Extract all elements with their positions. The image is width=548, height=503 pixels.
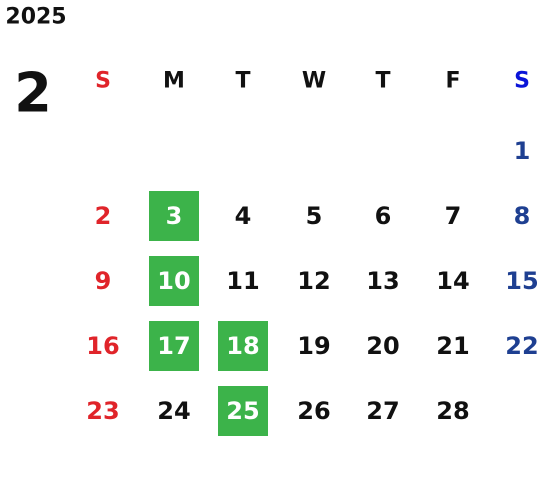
day-number: 10	[157, 267, 191, 295]
day-number: 13	[366, 267, 400, 295]
weekday-label: F	[445, 68, 461, 94]
day-number: 26	[297, 397, 331, 425]
weekday-label: T	[235, 68, 251, 94]
day-number: 24	[157, 397, 191, 425]
day-number: 25	[226, 397, 260, 425]
year: 2025	[5, 4, 67, 30]
day-number: 6	[374, 202, 392, 230]
day-number: 8	[513, 202, 531, 230]
day-number: 19	[297, 332, 331, 360]
day-number: 3	[165, 202, 183, 230]
day-number: 23	[86, 397, 120, 425]
day-number: 17	[157, 332, 191, 360]
day-number: 18	[226, 332, 260, 360]
day-highlight	[149, 321, 199, 371]
day-number: 22	[505, 332, 539, 360]
month: 2	[14, 61, 52, 125]
day-number: 7	[444, 202, 462, 230]
day-highlight	[149, 256, 199, 306]
weekday-label: S	[514, 68, 530, 94]
day-highlight	[149, 191, 199, 241]
day-number: 21	[436, 332, 470, 360]
day-number: 12	[297, 267, 331, 295]
weekday-label: S	[95, 68, 111, 94]
day-highlight	[218, 386, 268, 436]
weekday-label: T	[375, 68, 391, 94]
day-number: 9	[94, 267, 112, 295]
day-number: 20	[366, 332, 400, 360]
day-highlight	[218, 321, 268, 371]
day-number: 4	[234, 202, 252, 230]
weekday-label: M	[163, 68, 185, 94]
day-number: 14	[436, 267, 470, 295]
weekday-label: W	[301, 68, 327, 94]
day-number: 1	[513, 137, 531, 165]
day-number: 28	[436, 397, 470, 425]
day-number: 15	[505, 267, 539, 295]
day-number: 11	[226, 267, 260, 295]
day-number: 27	[366, 397, 400, 425]
day-number: 5	[305, 202, 323, 230]
day-number: 2	[94, 202, 112, 230]
day-number: 16	[86, 332, 120, 360]
